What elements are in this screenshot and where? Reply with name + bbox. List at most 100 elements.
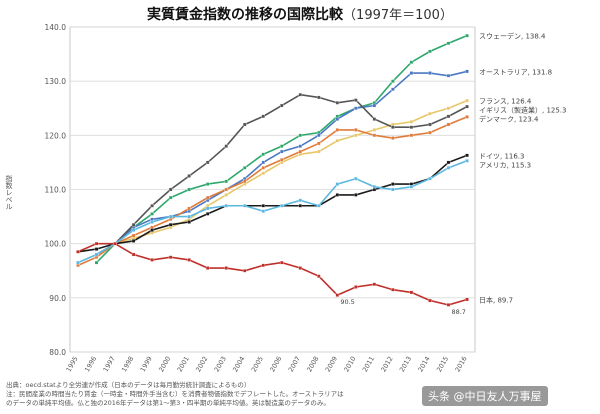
- data-point: [224, 203, 228, 208]
- data-point: [391, 182, 395, 186]
- series-end-label: オーストラリア, 131.8: [479, 68, 552, 76]
- data-point: [187, 174, 191, 178]
- data-point: [372, 103, 377, 108]
- data-point: [465, 159, 469, 163]
- data-point: [261, 263, 265, 268]
- data-annotation: 90.5: [340, 298, 354, 306]
- x-tick-label: 2004: [231, 355, 246, 373]
- data-point: [409, 133, 414, 138]
- x-tick-label: 2000: [157, 355, 172, 373]
- data-point: [317, 274, 321, 278]
- data-point: [168, 214, 173, 219]
- x-tick-label: 2013: [398, 355, 413, 373]
- data-point: [428, 130, 432, 135]
- data-point: [298, 203, 303, 208]
- series-line: [114, 70, 468, 245]
- x-tick-label: 2005: [250, 355, 265, 373]
- data-point: [168, 222, 173, 227]
- x-tick-label: 2006: [268, 355, 283, 373]
- data-point: [187, 187, 191, 192]
- data-point: [465, 153, 469, 158]
- data-point: [335, 128, 340, 132]
- series-end-label: デンマーク, 123.4: [479, 115, 539, 124]
- data-point: [446, 74, 451, 78]
- data-point: [428, 49, 432, 54]
- x-tick-label: 2015: [435, 355, 450, 373]
- x-tick-label: 2014: [416, 355, 431, 373]
- data-point: [317, 95, 321, 100]
- x-tick-label: 2008: [305, 355, 320, 373]
- data-point: [354, 285, 358, 289]
- data-point: [280, 260, 284, 265]
- data-point: [354, 176, 358, 181]
- data-point: [187, 220, 191, 224]
- data-point: [372, 128, 377, 132]
- data-point: [391, 87, 395, 92]
- series-end-label: 日本, 89.7: [479, 295, 513, 304]
- data-point: [465, 115, 469, 119]
- y-axis-label: 指数レベル: [5, 175, 13, 210]
- data-point: [150, 258, 154, 262]
- data-point: [261, 160, 265, 165]
- data-point: [391, 287, 395, 292]
- data-point: [446, 166, 451, 170]
- data-point: [428, 176, 432, 181]
- data-point: [224, 193, 228, 197]
- series-line: [77, 154, 468, 253]
- x-tick-label: 2002: [194, 355, 209, 373]
- data-point: [261, 166, 265, 170]
- data-point: [409, 71, 414, 75]
- data-point: [317, 141, 321, 146]
- data-point: [205, 182, 210, 186]
- data-point: [187, 258, 191, 262]
- data-point: [446, 114, 451, 119]
- data-point: [298, 266, 303, 270]
- chart-title: 実質賃金指数の推移の国際比較（1997年＝100）: [0, 4, 600, 24]
- y-tick-label: 130.0: [45, 77, 67, 86]
- data-point: [280, 144, 284, 148]
- data-point: [446, 106, 451, 111]
- data-annotation: 88.7: [451, 308, 465, 316]
- data-point: [168, 255, 173, 259]
- data-point: [428, 122, 432, 127]
- x-tick-label: 2010: [342, 355, 357, 373]
- data-point: [224, 179, 228, 184]
- data-point: [409, 120, 414, 124]
- footnote-note-1: 注：民間産業の時間当たり賃金（一時金・時間外手当含む）を消費者物価指数でデフレー…: [6, 390, 344, 398]
- data-point: [150, 203, 154, 208]
- data-point: [131, 252, 136, 257]
- data-point: [354, 133, 358, 138]
- data-point: [335, 293, 340, 297]
- series-end-label: スウェーデン, 138.4: [479, 32, 546, 41]
- data-point: [391, 125, 395, 129]
- data-point: [150, 212, 154, 216]
- data-point: [446, 122, 451, 127]
- x-tick-label: 2009: [324, 355, 339, 373]
- data-point: [280, 103, 284, 108]
- footnote-source: 出典：oecd.statより全労連が作成（日本のデータは毎月勤労統計調査によるも…: [6, 381, 251, 389]
- x-tick-label: 2012: [379, 355, 394, 373]
- data-point: [261, 209, 265, 213]
- data-point: [150, 220, 154, 224]
- data-point: [205, 206, 210, 211]
- data-point: [131, 239, 136, 243]
- data-point: [242, 166, 247, 170]
- data-point: [446, 41, 451, 46]
- data-point: [261, 152, 265, 157]
- data-point: [317, 133, 321, 138]
- data-point: [131, 228, 136, 232]
- data-point: [409, 125, 414, 129]
- data-point: [428, 111, 432, 116]
- data-point: [372, 117, 377, 121]
- x-tick-label: 1995: [65, 355, 80, 373]
- data-point: [94, 247, 99, 251]
- data-point: [242, 268, 247, 273]
- data-point: [205, 160, 210, 165]
- data-point: [372, 282, 377, 287]
- data-point: [354, 128, 358, 132]
- x-tick-label: 2016: [454, 355, 469, 373]
- data-point: [428, 298, 432, 303]
- data-point: [76, 260, 80, 265]
- data-point: [94, 252, 99, 257]
- data-point: [465, 104, 469, 109]
